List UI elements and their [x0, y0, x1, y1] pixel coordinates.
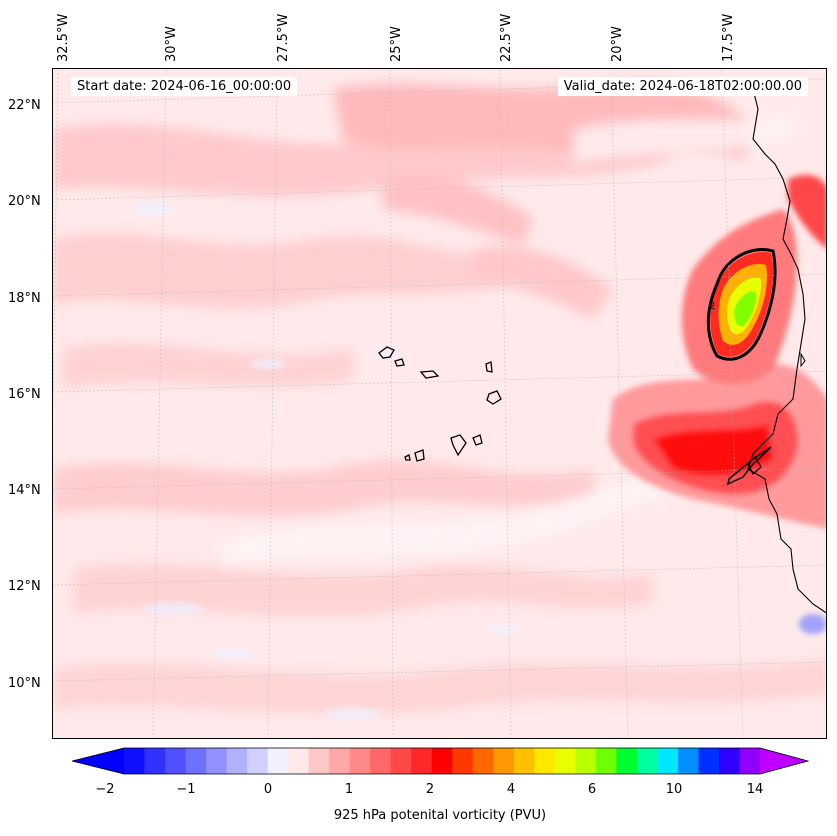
lat-label: 14°N	[8, 483, 41, 498]
lat-label: 22°N	[8, 98, 41, 113]
colorbar-tick-label: 0	[263, 782, 273, 797]
colorbar-segment	[657, 748, 679, 774]
colorbar-segment	[185, 748, 207, 774]
lat-label: 10°N	[8, 676, 41, 691]
gambia-outline	[726, 446, 772, 486]
pv-core: 2	[706, 248, 777, 361]
colorbar-segment	[329, 748, 351, 774]
colorbar-tick-label: 10	[665, 782, 683, 797]
lon-label: 22.5°W	[499, 13, 514, 62]
colorbar-tick-label: 4	[506, 782, 516, 797]
colorbar-segment	[349, 748, 371, 774]
lon-label: 27.5°W	[276, 13, 291, 62]
colorbar-segment	[206, 748, 228, 774]
colorbar-segment	[370, 748, 392, 774]
lat-label: 16°N	[8, 387, 41, 402]
colorbar-segment	[247, 748, 269, 774]
coastline	[747, 88, 826, 614]
colorbar-segment	[165, 748, 187, 774]
colorbar-outline	[72, 747, 810, 775]
coast-feature	[747, 456, 762, 475]
colorbar-segment	[226, 748, 248, 774]
map-panel[interactable]: 2	[52, 68, 827, 739]
colorbar-segment	[575, 748, 597, 774]
lat-label: 20°N	[8, 194, 41, 209]
low-pv-band	[223, 109, 798, 564]
colorbar-tick-label: 6	[587, 782, 597, 797]
colorbar-segment	[472, 748, 494, 774]
colorbar-segment	[677, 748, 699, 774]
colorbar-segment	[390, 748, 412, 774]
negative-pv-patches	[131, 203, 826, 720]
colorbar-segment	[718, 748, 740, 774]
lon-label: 32.5°W	[56, 13, 71, 62]
colorbar-segment	[308, 748, 330, 774]
colorbar-tick-label: −2	[95, 782, 115, 797]
colorbar-segment	[739, 748, 761, 774]
colorbar-segment	[411, 748, 433, 774]
colorbar-tick-label: 2	[425, 782, 435, 797]
colorbar-label: 925 hPa potenital vorticity (PVU)	[333, 808, 547, 823]
colorbar	[72, 747, 810, 775]
lat-label: 12°N	[8, 579, 41, 594]
colorbar-segment	[636, 748, 658, 774]
colorbar-extend-max	[760, 748, 808, 774]
colorbar-segment	[513, 748, 535, 774]
lon-label: 17.5°W	[721, 13, 736, 62]
start-date-label: Start date: 2024-06-16_00:00:00	[71, 77, 298, 96]
colorbar-tick-label: −1	[176, 782, 196, 797]
colorbar-tick-label: 14	[746, 782, 764, 797]
colorbar-segment	[595, 748, 617, 774]
lon-label: 30°W	[164, 26, 179, 62]
colorbar-extend-min	[72, 748, 124, 774]
colorbar-segment	[124, 748, 146, 774]
colorbar-segment	[493, 748, 515, 774]
colorbar-segment	[616, 748, 638, 774]
cape-verde-islands	[378, 346, 502, 462]
colorbar-segment	[698, 748, 720, 774]
coast-feature	[800, 352, 806, 368]
colorbar-segment	[288, 748, 310, 774]
contour-label: 2	[709, 301, 715, 312]
colorbar-segment	[534, 748, 556, 774]
valid-date-label: Valid_date: 2024-06-18T02:00:00.00	[557, 77, 808, 96]
colorbar-tick-label: 1	[344, 782, 354, 797]
graticule	[53, 69, 826, 738]
lat-label: 18°N	[8, 291, 41, 306]
colorbar-segment	[452, 748, 474, 774]
colorbar-segment	[554, 748, 576, 774]
pv-field: 2	[53, 69, 826, 738]
colorbar-segment	[431, 748, 453, 774]
colorbar-segment	[144, 748, 166, 774]
lon-label: 20°W	[610, 26, 625, 62]
lon-label: 25°W	[389, 26, 404, 62]
colorbar-segment	[267, 748, 289, 774]
